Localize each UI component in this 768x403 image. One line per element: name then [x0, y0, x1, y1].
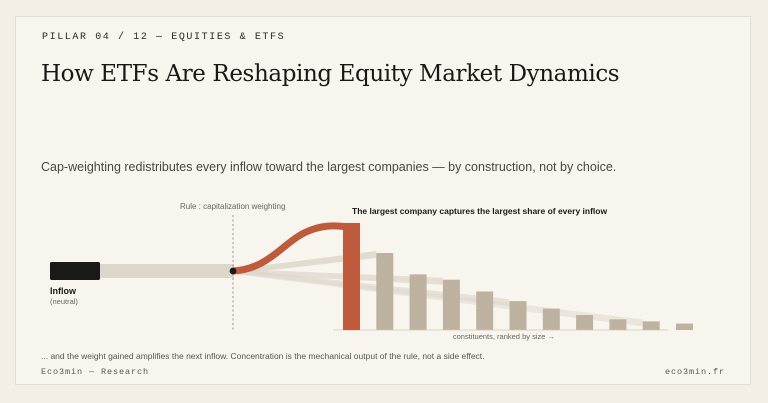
constituent-bar	[676, 323, 693, 330]
inflow-block	[50, 262, 100, 280]
page-subtitle: Cap-weighting redistributes every inflow…	[41, 160, 617, 174]
footer-url: eco3min.fr	[664, 367, 725, 377]
inflow-sublabel: (neutral)	[50, 297, 78, 306]
constituent-bar	[576, 315, 594, 330]
rule-label: Rule : capitalization weighting	[180, 202, 285, 211]
rule-node	[229, 267, 237, 275]
page-title: How ETFs Are Reshaping Equity Market Dyn…	[41, 61, 620, 87]
largest-company-bar	[343, 223, 360, 330]
constituent-bar	[609, 319, 627, 330]
footer-brand: Eco3min — Research	[41, 367, 150, 377]
flow-stream	[236, 250, 377, 274]
flow-stream	[236, 269, 510, 307]
constituent-bar	[442, 279, 460, 330]
footnote: ... and the weight gained amplifies the …	[41, 351, 485, 361]
pillar-kicker: PILLAR 04 / 12 — EQUITIES & ETFS	[42, 32, 286, 43]
constituent-bar	[409, 274, 427, 330]
inflow-label: Inflow	[50, 286, 77, 296]
constituent-bar	[542, 308, 560, 330]
largest-company-flow	[232, 222, 348, 275]
flow-stream	[236, 269, 643, 327]
constituent-bar	[476, 291, 494, 330]
axis-label: constituents, ranked by size →	[453, 332, 555, 341]
constituent-bar	[509, 301, 527, 330]
inflow-stream	[98, 264, 234, 278]
constituent-bar	[642, 321, 660, 330]
constituent-bars	[376, 253, 693, 330]
callout-label: The largest company captures the largest…	[352, 206, 607, 216]
constituent-bar	[376, 253, 394, 330]
